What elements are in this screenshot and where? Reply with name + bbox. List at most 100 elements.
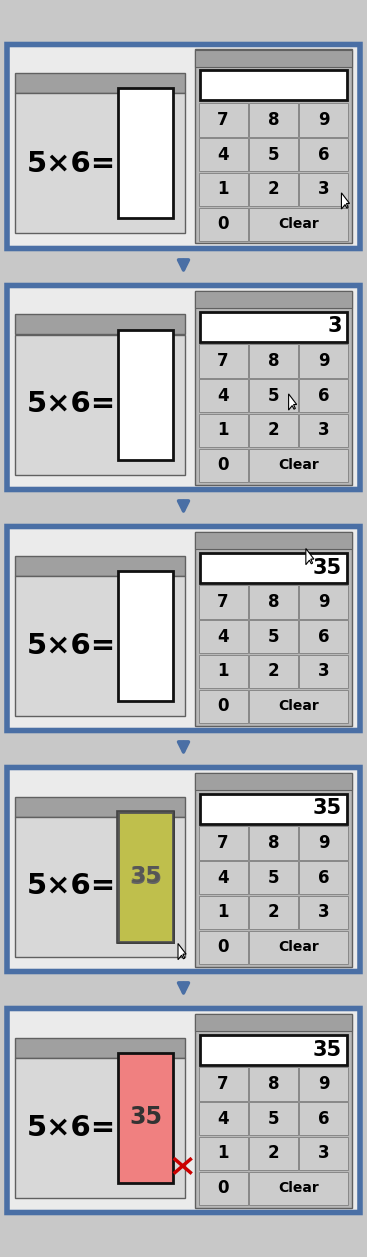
- Bar: [249, 861, 298, 894]
- Text: Clear: Clear: [278, 458, 319, 473]
- Bar: [200, 793, 347, 823]
- Text: 7: 7: [217, 1075, 229, 1092]
- Text: 7: 7: [217, 833, 229, 852]
- Bar: [200, 312, 347, 342]
- Bar: [199, 826, 247, 860]
- Text: 5: 5: [268, 387, 279, 405]
- Bar: [249, 1136, 298, 1170]
- Text: 1: 1: [217, 662, 229, 680]
- Bar: [200, 1035, 347, 1065]
- Text: 7: 7: [217, 352, 229, 370]
- Bar: [195, 49, 352, 67]
- Text: 0: 0: [217, 698, 229, 715]
- Text: 1: 1: [217, 1144, 229, 1163]
- Bar: [299, 380, 348, 412]
- Text: Clear: Clear: [278, 217, 319, 231]
- Bar: [199, 586, 247, 618]
- Text: 0: 0: [217, 215, 229, 233]
- Text: 3: 3: [318, 904, 330, 921]
- Text: 35: 35: [313, 798, 342, 818]
- Bar: [249, 344, 298, 377]
- Text: 2: 2: [268, 662, 279, 680]
- Bar: [15, 797, 185, 817]
- Bar: [199, 620, 247, 654]
- Text: 2: 2: [268, 1144, 279, 1163]
- Bar: [195, 532, 352, 725]
- Bar: [249, 449, 348, 481]
- Bar: [249, 826, 298, 860]
- Text: 3: 3: [318, 1144, 330, 1163]
- Bar: [195, 290, 352, 308]
- Bar: [15, 334, 185, 474]
- Bar: [118, 88, 173, 219]
- Text: 0: 0: [217, 1179, 229, 1197]
- Text: 5: 5: [268, 869, 279, 886]
- Bar: [249, 103, 298, 137]
- Text: 8: 8: [268, 1075, 279, 1092]
- Bar: [249, 690, 348, 723]
- Bar: [199, 172, 247, 206]
- Text: 7: 7: [217, 593, 229, 611]
- Bar: [199, 380, 247, 412]
- Bar: [199, 930, 247, 964]
- Text: 4: 4: [217, 869, 229, 886]
- Text: 5: 5: [268, 146, 279, 163]
- Bar: [199, 344, 247, 377]
- Bar: [299, 172, 348, 206]
- Bar: [249, 586, 298, 618]
- Bar: [199, 207, 247, 241]
- Text: 4: 4: [217, 146, 229, 163]
- Bar: [249, 207, 348, 241]
- Text: Clear: Clear: [278, 699, 319, 713]
- Text: 35: 35: [313, 558, 342, 577]
- Bar: [249, 172, 298, 206]
- Text: 9: 9: [318, 833, 330, 852]
- Text: 35: 35: [313, 1040, 342, 1060]
- Bar: [299, 1067, 348, 1101]
- Polygon shape: [341, 192, 349, 209]
- Bar: [249, 930, 348, 964]
- Bar: [195, 773, 352, 967]
- Bar: [195, 773, 352, 789]
- Bar: [249, 620, 298, 654]
- Bar: [199, 103, 247, 137]
- Text: 5×6=: 5×6=: [27, 631, 116, 660]
- Bar: [195, 532, 352, 548]
- Bar: [249, 896, 298, 929]
- Text: 3: 3: [318, 662, 330, 680]
- Text: 6: 6: [318, 387, 330, 405]
- Bar: [199, 1136, 247, 1170]
- Bar: [199, 1172, 247, 1204]
- Text: 6: 6: [318, 146, 330, 163]
- FancyBboxPatch shape: [7, 1008, 360, 1213]
- Text: 6: 6: [318, 869, 330, 886]
- Text: 2: 2: [268, 904, 279, 921]
- Bar: [117, 811, 174, 943]
- Text: 5: 5: [268, 1110, 279, 1128]
- Bar: [299, 620, 348, 654]
- Bar: [15, 1057, 185, 1198]
- Text: 0: 0: [217, 456, 229, 474]
- Text: 8: 8: [268, 111, 279, 129]
- Bar: [299, 1102, 348, 1135]
- Bar: [15, 817, 185, 957]
- Text: 1: 1: [217, 904, 229, 921]
- Bar: [118, 1052, 173, 1183]
- Bar: [15, 556, 185, 576]
- Bar: [200, 553, 347, 582]
- Text: 2: 2: [268, 180, 279, 199]
- Polygon shape: [306, 548, 314, 564]
- Text: 7: 7: [217, 111, 229, 129]
- Bar: [15, 93, 185, 234]
- Bar: [299, 1136, 348, 1170]
- Text: 3: 3: [327, 317, 342, 337]
- Text: Clear: Clear: [278, 1182, 319, 1195]
- Text: 8: 8: [268, 833, 279, 852]
- Bar: [199, 449, 247, 481]
- Text: 35: 35: [129, 1105, 162, 1130]
- Bar: [195, 290, 352, 484]
- Bar: [249, 1102, 298, 1135]
- Text: 5×6=: 5×6=: [27, 391, 116, 419]
- Bar: [199, 690, 247, 723]
- Bar: [299, 138, 348, 171]
